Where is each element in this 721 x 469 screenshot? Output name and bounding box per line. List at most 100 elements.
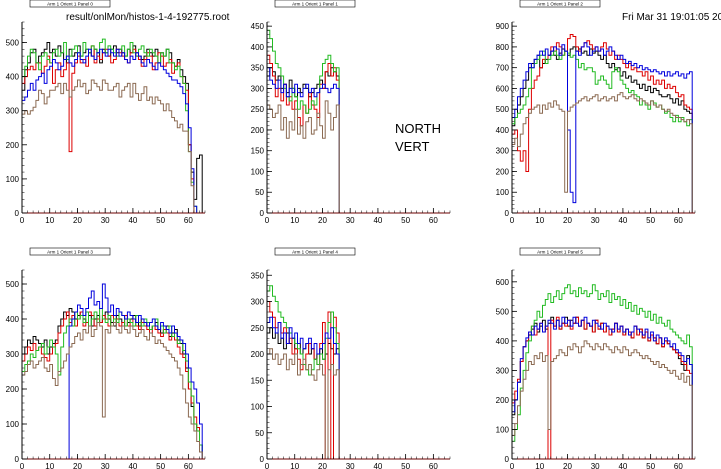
y-tick-label: 0 <box>505 209 510 218</box>
x-tick-label: 30 <box>346 216 355 225</box>
x-tick-label: 20 <box>563 216 572 225</box>
y-tick-label: 0 <box>15 209 20 218</box>
y-tick-label: 600 <box>496 278 510 287</box>
panel-title: Arm 1 Orient 1 Panel 0 <box>47 2 93 7</box>
x-tick-label: 10 <box>290 462 299 469</box>
y-tick-label: 400 <box>496 126 510 135</box>
y-tick-label: 100 <box>496 188 510 197</box>
y-tick-label: 300 <box>251 298 265 307</box>
x-tick-label: 30 <box>591 216 600 225</box>
x-tick-label: 30 <box>101 462 110 469</box>
series-green <box>266 285 450 460</box>
x-tick-label: 20 <box>318 216 327 225</box>
x-tick-label: 40 <box>618 216 627 225</box>
panel-title: Arm 1 Orient 1 Panel 4 <box>292 250 338 255</box>
x-tick-label: 60 <box>184 216 193 225</box>
y-tick-label: 0 <box>260 455 265 464</box>
x-tick-label: 50 <box>646 216 655 225</box>
panel-title: Arm 1 Orient 1 Panel 5 <box>537 250 583 255</box>
y-tick-label: 200 <box>6 141 20 150</box>
y-tick-label: 300 <box>6 107 20 116</box>
y-tick-label: 50 <box>255 188 264 197</box>
y-tick-label: 0 <box>260 209 265 218</box>
y-tick-label: 250 <box>251 105 265 114</box>
x-tick-label: 0 <box>20 462 25 469</box>
x-tick-label: 20 <box>563 462 572 469</box>
vert-annotation: VERT <box>395 139 430 154</box>
panel-1: Arm 1 Orient 1 Panel 1050100150200250300… <box>251 0 451 225</box>
x-tick-label: 40 <box>373 216 382 225</box>
panel-title-box <box>519 0 601 8</box>
series-green <box>21 38 205 214</box>
y-tick-label: 200 <box>496 396 510 405</box>
y-tick-label: 300 <box>251 84 265 93</box>
x-tick-label: 40 <box>618 462 627 469</box>
y-tick-label: 100 <box>251 403 265 412</box>
x-tick-label: 0 <box>265 462 270 469</box>
y-tick-label: 200 <box>496 167 510 176</box>
series-brown <box>21 79 205 214</box>
x-tick-label: 10 <box>45 216 54 225</box>
y-tick-label: 100 <box>251 167 265 176</box>
x-tick-label: 10 <box>535 216 544 225</box>
y-tick-label: 600 <box>496 84 510 93</box>
y-tick-label: 350 <box>251 271 265 280</box>
x-tick-label: 30 <box>346 462 355 469</box>
x-tick-label: 50 <box>401 216 410 225</box>
y-tick-label: 100 <box>6 420 20 429</box>
x-tick-label: 10 <box>45 462 54 469</box>
y-tick-label: 500 <box>496 307 510 316</box>
x-tick-label: 30 <box>101 216 110 225</box>
y-tick-label: 800 <box>496 43 510 52</box>
x-tick-label: 0 <box>510 462 515 469</box>
run-date-label: Fri Mar 31 19:01:05 2006 <box>622 12 721 23</box>
panel-title: Arm 1 Orient 1 Panel 2 <box>537 2 583 7</box>
panel-0: Arm 1 Orient 1 Panel 0 0 100 200 300 400 500 0 1… <box>6 0 206 225</box>
x-tick-label: 20 <box>73 462 82 469</box>
panel-3: Arm 1 Orient 1 Panel 3 0 100 200 300 400 500 0 1… <box>6 247 206 469</box>
y-tick-label: 500 <box>6 280 20 289</box>
y-tick-label: 400 <box>6 73 20 82</box>
y-tick-label: 150 <box>251 376 265 385</box>
x-tick-label: 20 <box>318 462 327 469</box>
series-red <box>21 45 205 214</box>
series-black <box>266 327 450 460</box>
x-tick-label: 60 <box>674 462 683 469</box>
x-tick-label: 50 <box>156 462 165 469</box>
series-red <box>511 34 695 214</box>
x-tick-label: 60 <box>184 462 193 469</box>
north-annotation: NORTH <box>395 121 441 136</box>
y-tick-label: 150 <box>251 147 265 156</box>
x-tick-label: 40 <box>128 462 137 469</box>
y-tick-label: 500 <box>6 38 20 47</box>
panel-title-box <box>274 0 356 8</box>
file-path-label: result/onlMon/histos-1-4-192775.root <box>66 12 230 23</box>
y-tick-label: 400 <box>251 43 265 52</box>
series-blue <box>266 316 450 460</box>
x-tick-label: 60 <box>429 216 438 225</box>
series-brown <box>21 322 205 460</box>
y-tick-label: 400 <box>496 337 510 346</box>
x-tick-label: 60 <box>429 462 438 469</box>
y-tick-label: 300 <box>496 147 510 156</box>
panel-title-box <box>519 247 601 256</box>
y-tick-label: 300 <box>6 350 20 359</box>
y-tick-label: 300 <box>496 366 510 375</box>
x-tick-label: 40 <box>373 462 382 469</box>
x-tick-label: 40 <box>128 216 137 225</box>
panel-title-box <box>29 0 111 8</box>
series-red <box>266 301 450 460</box>
series-brown <box>511 92 695 214</box>
series-brown <box>266 348 450 460</box>
series-blue <box>21 48 205 214</box>
y-tick-label: 0 <box>505 455 510 464</box>
series-blue <box>511 316 695 460</box>
series-brown <box>266 100 450 214</box>
y-tick-label: 450 <box>251 22 265 31</box>
x-tick-label: 10 <box>290 216 299 225</box>
panel-4: Arm 1 Orient 1 Panel 4050100150200250300… <box>251 247 451 469</box>
x-tick-label: 60 <box>674 216 683 225</box>
x-tick-label: 50 <box>646 462 655 469</box>
y-tick-label: 900 <box>496 22 510 31</box>
x-tick-label: 0 <box>20 216 25 225</box>
